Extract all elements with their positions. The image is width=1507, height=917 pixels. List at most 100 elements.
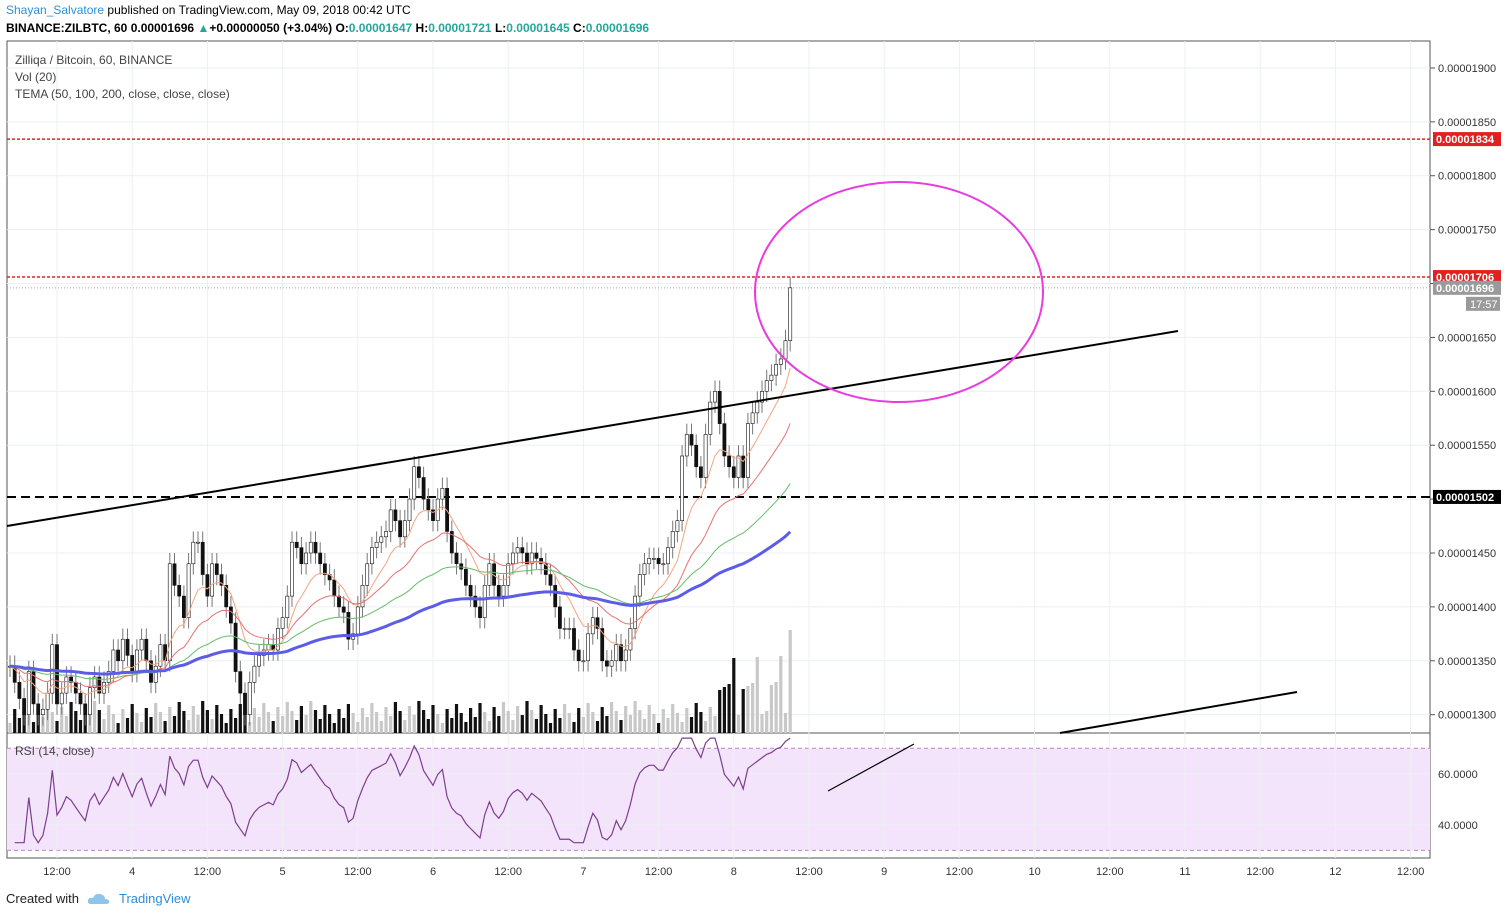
volume-bar (506, 711, 510, 733)
time-tick-label: 12:00 (645, 866, 673, 878)
price-label-box (1433, 270, 1501, 285)
volume-bar (741, 689, 745, 733)
candle-body (196, 541, 200, 544)
author-link[interactable]: Shayan_Salvatore (6, 3, 105, 17)
candle-body (191, 541, 196, 565)
candle-body (266, 644, 271, 651)
volume-bar (525, 701, 529, 733)
candle-body (619, 644, 623, 662)
created-with-text: Created with (6, 891, 79, 906)
volume-bar (685, 708, 689, 733)
time-tick-label: 12:00 (194, 866, 222, 878)
volume-bar (487, 721, 491, 733)
volume-bar (610, 702, 614, 733)
ohlc-bar: BINANCE:ZILBTC, 60 0.00001696 ▲+0.000000… (6, 21, 649, 35)
volume-bar (469, 708, 473, 733)
volume-bar (149, 717, 153, 733)
volume-bar (534, 719, 538, 733)
volume-bar (680, 722, 684, 733)
price-tick-label: 0.00001600 (1438, 386, 1496, 398)
candle-body (713, 391, 717, 403)
candle-body (562, 628, 567, 630)
volume-bar (666, 718, 670, 733)
price-tick-label: 0.00001800 (1438, 171, 1496, 183)
candle-body (64, 676, 69, 694)
candle-body (341, 606, 346, 613)
tradingview-brand-link[interactable]: TradingView (118, 891, 191, 906)
volume-bar (97, 710, 101, 733)
volume-bar (60, 707, 64, 733)
candle-body (384, 531, 388, 538)
volume-bar (299, 706, 303, 733)
volume-bar (440, 723, 444, 733)
volume-bar (558, 718, 562, 733)
candle-body (600, 628, 605, 662)
volume-bar (31, 722, 36, 733)
countdown-box (1466, 296, 1500, 311)
candle-body (520, 547, 525, 554)
legend-rsi[interactable]: RSI (14, close) (15, 744, 95, 758)
candle-body (581, 660, 586, 663)
candle-body (567, 628, 572, 630)
volume-bar (346, 704, 350, 733)
price-tick-label: 0.00001900 (1438, 63, 1496, 75)
candle-body (247, 682, 252, 715)
candle-body (708, 401, 713, 435)
candle-body (774, 364, 779, 376)
candle-body (736, 455, 741, 478)
volume-bar (276, 707, 280, 733)
volume-bar (360, 708, 365, 733)
candle-body (102, 682, 106, 694)
price-label-box (1433, 280, 1501, 295)
volume-bar (407, 706, 412, 733)
legend-volume[interactable]: Vol (20) (15, 70, 57, 84)
volume-bar (511, 720, 515, 733)
volume-bar (765, 711, 769, 733)
candle-body (463, 568, 468, 586)
volume-bar (304, 715, 308, 733)
candle-body (219, 574, 224, 586)
last-price: 0.00001696 (130, 21, 195, 35)
volume-bar (689, 717, 694, 733)
legend-tema[interactable]: TEMA (50, 100, 200, close, close, close) (15, 87, 230, 101)
volume-bar (483, 712, 487, 733)
legend-series[interactable]: Zilliqa / Bitcoin, 60, BINANCE (15, 53, 173, 67)
volume-bar (224, 723, 228, 733)
candle-body (698, 466, 703, 478)
candle-body (778, 358, 783, 365)
candle-body (92, 676, 97, 689)
volume-bar (403, 720, 407, 733)
volume-bar (17, 718, 21, 733)
volume-bar (290, 711, 294, 733)
volume-bar (567, 713, 571, 733)
volume-bar (591, 712, 595, 733)
candle-body (224, 585, 229, 608)
candle-body (515, 547, 520, 554)
candle-body (478, 606, 482, 618)
candle-body (576, 649, 581, 662)
candle-body (299, 547, 304, 565)
volume-bar (727, 684, 731, 733)
volume-bar (285, 702, 289, 733)
volume-bar (111, 714, 115, 733)
volume-bar (229, 709, 233, 733)
price-label-text: 0.00001502 (1436, 492, 1494, 504)
candle-body (393, 509, 398, 521)
volume-bar (595, 721, 600, 733)
volume-bar (172, 716, 177, 733)
volume-bar (459, 713, 463, 733)
main-pane (6, 40, 1431, 734)
volume-bar (187, 720, 191, 733)
price-label-text: 0.00001696 (1436, 283, 1494, 295)
candle-body (313, 541, 318, 554)
time-tick-label: 9 (881, 866, 887, 878)
candle-body (525, 552, 529, 565)
volume-bar (638, 710, 642, 733)
candle-body (144, 638, 149, 662)
volume-bar (125, 718, 130, 733)
candle-body (431, 509, 435, 521)
volume-bar (657, 723, 661, 733)
volume-bar (600, 707, 604, 733)
volume-bar (234, 718, 238, 733)
